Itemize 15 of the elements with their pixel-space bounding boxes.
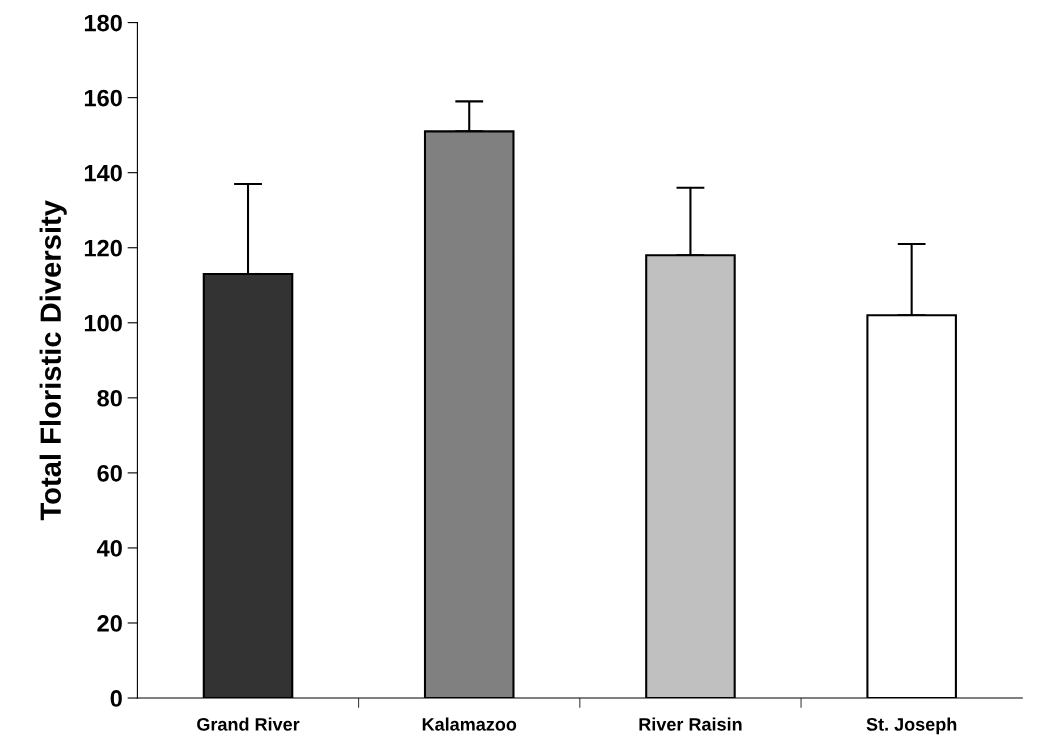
y-tick-label: 80 <box>97 389 122 407</box>
y-tick-label: 60 <box>97 464 122 482</box>
y-tick-label: 20 <box>97 615 122 632</box>
y-tick-label: 120 <box>84 239 122 257</box>
x-tick-label: Grand River <box>197 717 300 731</box>
x-tick-label: St. Joseph <box>866 717 957 735</box>
y-tick-label: 180 <box>84 14 122 32</box>
y-tick-label: 100 <box>84 314 122 332</box>
y-tick-label: 0 <box>110 690 122 707</box>
y-tick-label: 160 <box>84 89 122 107</box>
x-tick-label: River Raisin <box>639 717 742 731</box>
x-tick-label: Kalamazoo <box>422 717 517 731</box>
y-tick-label: 40 <box>96 540 122 557</box>
y-tick-label: 140 <box>84 164 122 182</box>
y-axis-title: Total Floristic Diversity <box>39 200 67 521</box>
